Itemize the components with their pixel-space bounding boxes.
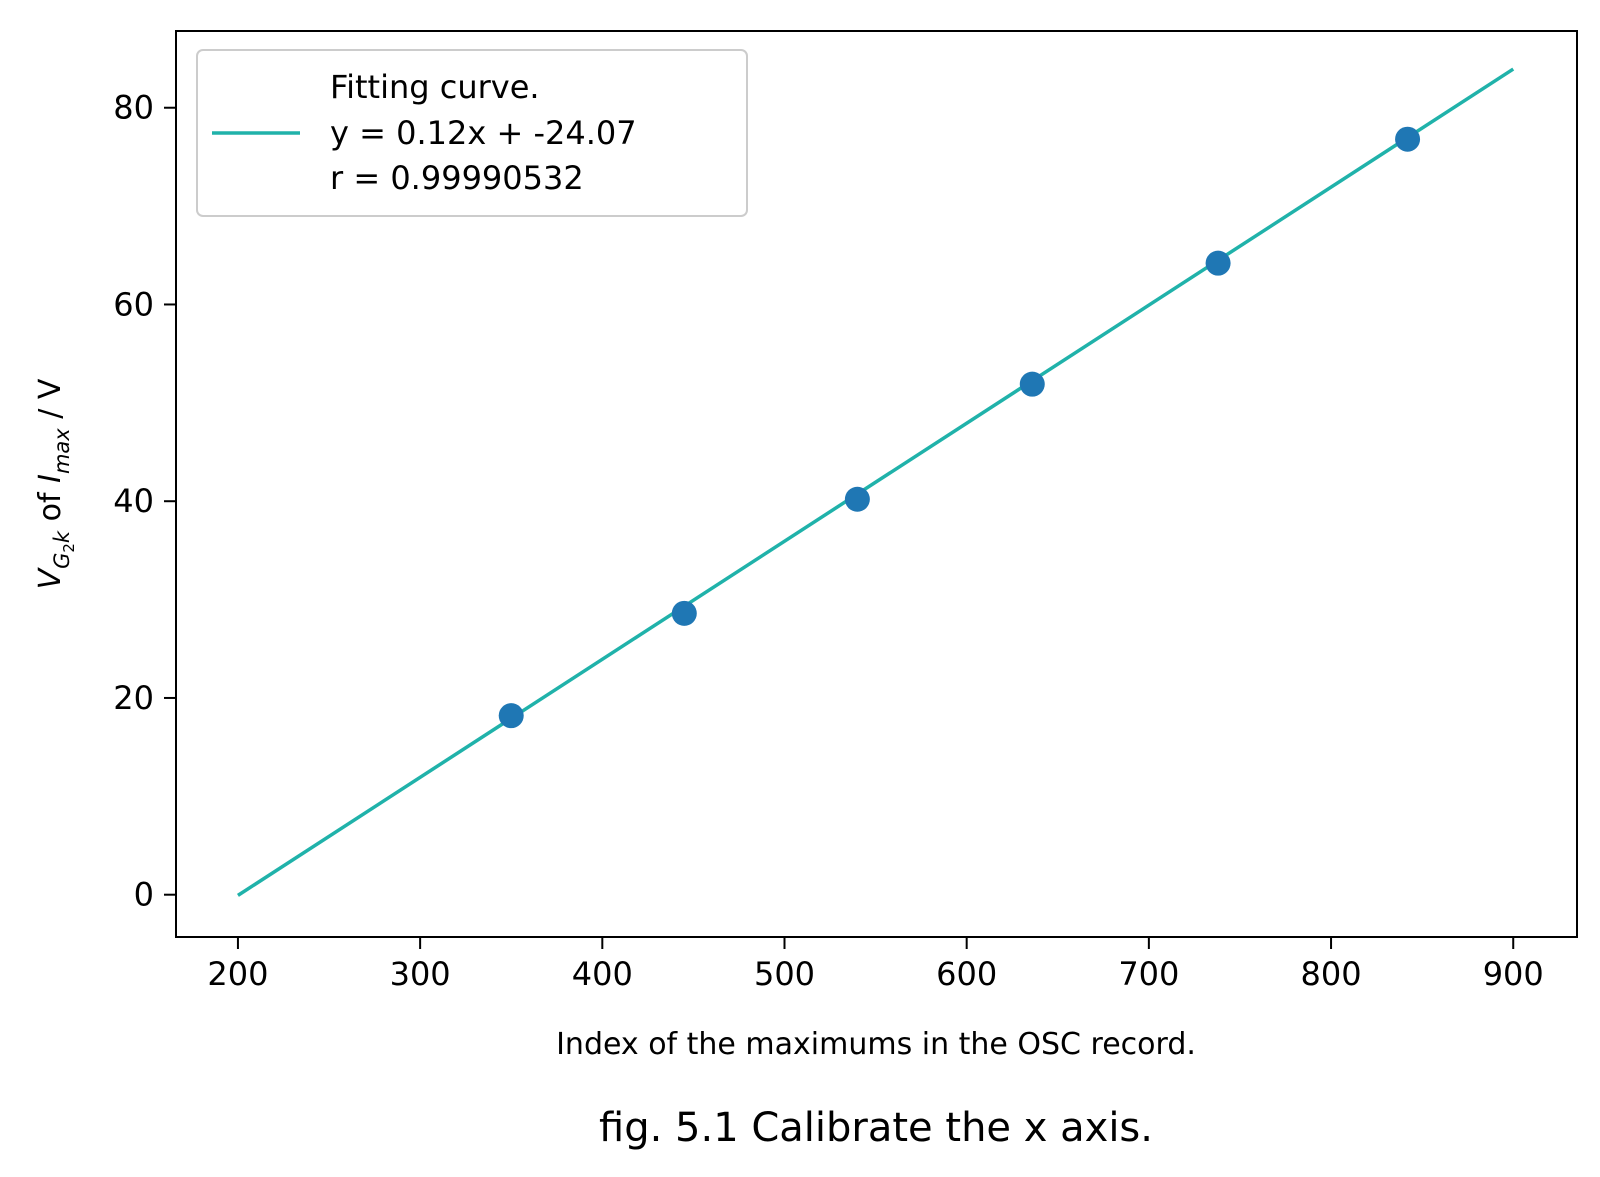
y-label-var2-sub: max: [50, 428, 74, 474]
plot-frame: [175, 30, 1578, 938]
y-tick-label: 0: [134, 876, 154, 914]
figure-caption: fig. 5.1 Calibrate the x axis.: [599, 1105, 1153, 1151]
data-point: [1395, 126, 1421, 152]
x-tick-label: 900: [1483, 955, 1544, 993]
legend-line-1: Fitting curve.: [330, 68, 540, 106]
y-label-sub-tail: k: [50, 530, 74, 543]
x-tick-label: 800: [1301, 955, 1362, 993]
y-tick-label: 60: [113, 285, 154, 323]
x-tick-label: 700: [1118, 955, 1179, 993]
data-point: [498, 703, 524, 729]
y-tick-label: 20: [113, 679, 154, 717]
x-axis-ticks: 200 300 400 500 600 700 800 900: [207, 937, 1544, 993]
y-label-subsub: 2: [60, 543, 78, 553]
legend-line-2: y = 0.12x + -24.07: [330, 114, 637, 152]
data-point: [1205, 250, 1231, 276]
y-label-sub: G: [50, 553, 74, 569]
legend-box: [196, 49, 748, 217]
y-label-var: V: [33, 566, 68, 589]
y-tick-label: 80: [113, 89, 154, 127]
y-tick-label: 40: [113, 482, 154, 520]
data-point: [671, 600, 697, 626]
data-point: [844, 486, 870, 512]
x-tick-label: 500: [754, 955, 815, 993]
data-point: [1019, 371, 1045, 397]
y-axis-label: VG2k of Imax / V: [33, 378, 78, 589]
y-label-middle: of: [33, 483, 68, 531]
fit-line: [236, 67, 1515, 897]
y-label-var2: I: [33, 474, 68, 483]
x-tick-label: 400: [572, 955, 633, 993]
fit-line-layer: [236, 67, 1515, 897]
legend-line-3: r = 0.99990532: [330, 159, 584, 197]
x-tick-label: 600: [936, 955, 997, 993]
x-axis-label: Index of the maximums in the OSC record.: [556, 1027, 1196, 1062]
x-tick-label: 300: [390, 955, 451, 993]
data-points-layer: [498, 126, 1421, 729]
y-label-unit: / V: [33, 378, 68, 428]
legend: Fitting curve. y = 0.12x + -24.07 r = 0.…: [196, 49, 748, 217]
x-tick-label: 200: [207, 955, 268, 993]
y-axis-ticks: 0 20 40 60 80: [113, 89, 176, 914]
